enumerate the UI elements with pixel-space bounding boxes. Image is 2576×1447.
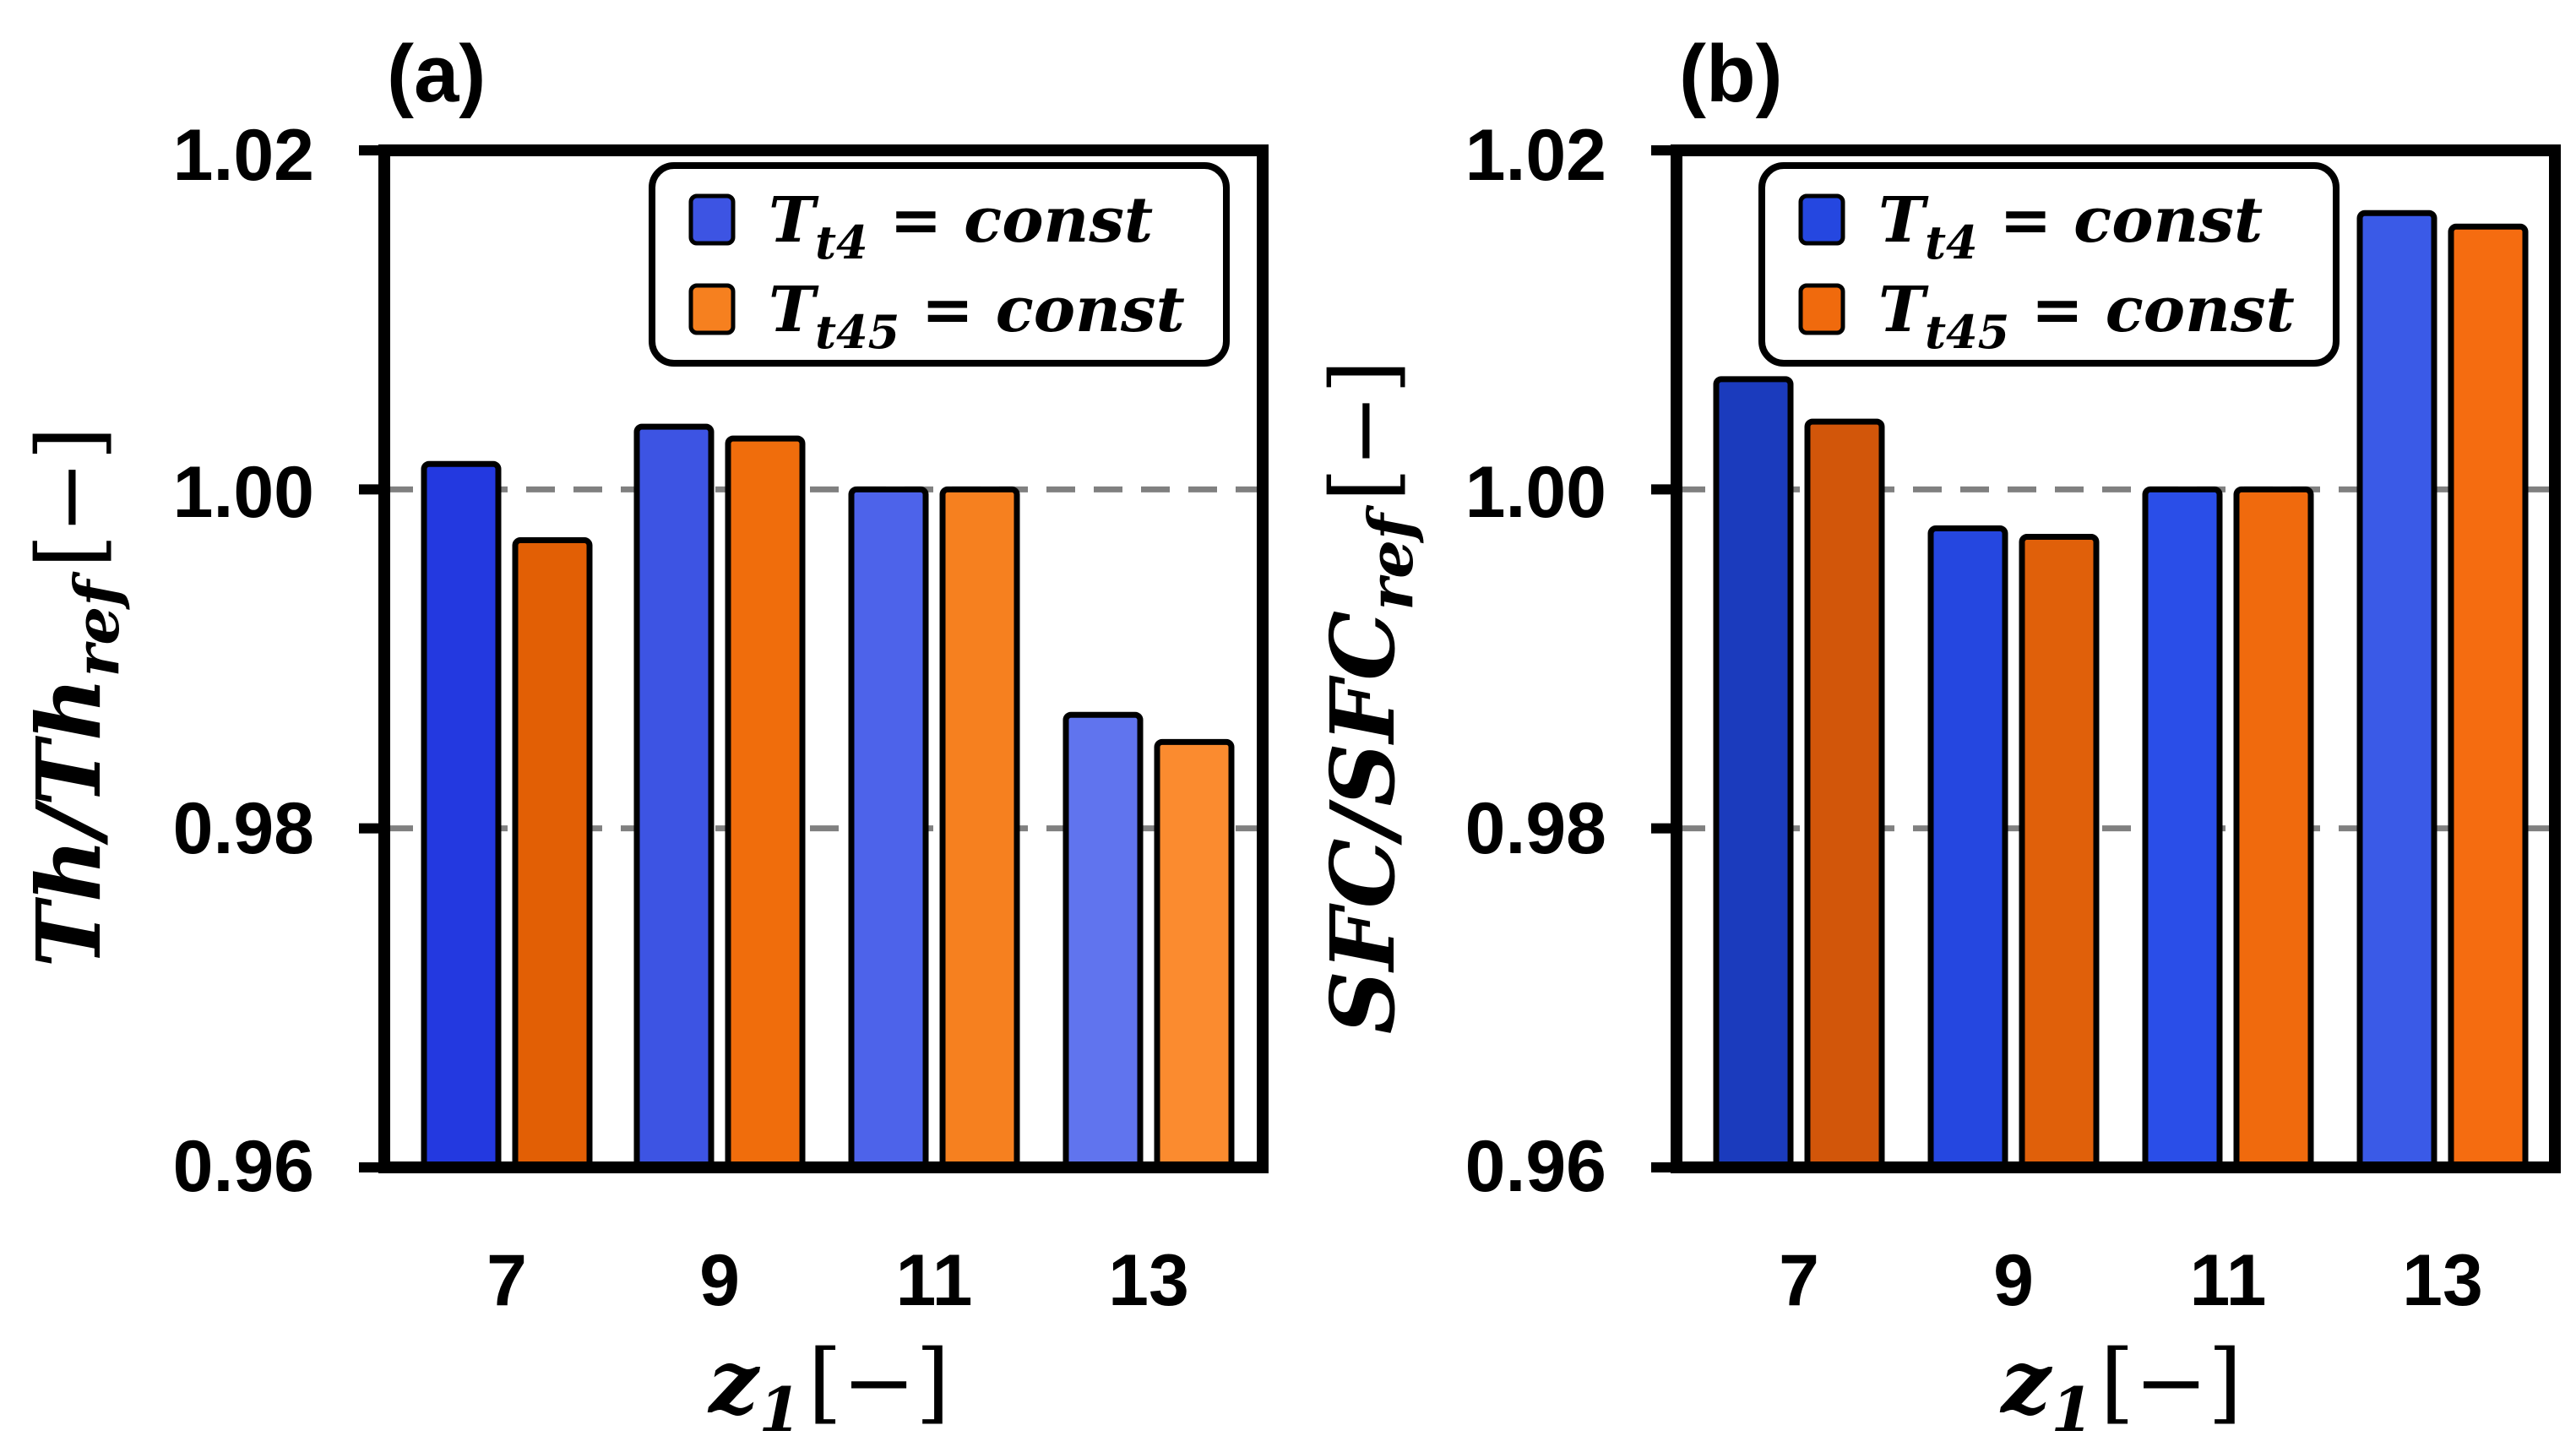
panel-b-xtick-13: 13 xyxy=(2402,1240,2483,1321)
panel-a-legend-swatch-tt45 xyxy=(688,283,736,335)
panel-a-ytick-0.98: 0.98 xyxy=(173,788,314,869)
panel-a-ytick-1.00: 1.00 xyxy=(173,452,314,533)
panel-a-bar-tt4-z9 xyxy=(633,423,715,1171)
panel-a-legend-label-tt45: Tt45 = const xyxy=(769,274,1185,359)
panel-b-bar-tt45-z11 xyxy=(2233,486,2314,1171)
panel-b-legend-swatch-tt45 xyxy=(1798,283,1845,335)
panel-a: (a) 0.96 0.98 1.00 1.02 7 9 11 13 z1[−] … xyxy=(17,29,1269,1445)
panel-b-xtick-9: 9 xyxy=(1993,1240,2034,1321)
panel-a-legend-swatch-tt4 xyxy=(688,193,736,246)
panel-a-xtick-7: 7 xyxy=(486,1240,527,1321)
panel-a-bar-tt45-z7 xyxy=(512,537,593,1171)
panel-a-label: (a) xyxy=(387,29,486,119)
panel-b-x-axis-label: z1[−] xyxy=(1999,1330,2242,1445)
panel-b-label: (b) xyxy=(1679,29,1783,119)
panel-b-xtick-7: 7 xyxy=(1779,1240,1819,1321)
panel-a-bar-tt45-z13 xyxy=(1154,738,1235,1171)
panel-b-bar-tt4-z7 xyxy=(1713,376,1794,1171)
panel-b-bar-tt4-z13 xyxy=(2356,209,2437,1171)
panel-b-legend-label-tt4: Tt4 = const xyxy=(1878,184,2263,269)
panel-b-legend: Tt4 = const Tt45 = const xyxy=(1758,162,2340,367)
panel-a-legend-label-tt4: Tt4 = const xyxy=(769,184,1153,269)
panel-a-y-axis-label: Th/Thref[−] xyxy=(17,426,133,967)
panel-b-bar-tt4-z9 xyxy=(1927,525,2008,1171)
panel-a-plot-frame xyxy=(378,144,1269,1173)
panel-a-legend-box xyxy=(649,162,1230,367)
panel-a-bar-tt45-z9 xyxy=(725,435,806,1171)
panel-a-xtick-9: 9 xyxy=(699,1240,740,1321)
panel-a-x-axis-label: z1[−] xyxy=(707,1330,949,1445)
panel-b-plot-frame xyxy=(1671,144,2561,1173)
panel-b-ytick-0.96: 0.96 xyxy=(1465,1126,1606,1207)
panel-a-bar-tt4-z11 xyxy=(848,486,929,1171)
panel-b-x-ticks: 7 9 11 13 xyxy=(1779,1240,2483,1321)
panel-a-ytick-1.02: 1.02 xyxy=(173,115,314,196)
panel-a-legend: Tt4 = const Tt45 = const xyxy=(649,162,1230,367)
panel-b-bar-tt4-z11 xyxy=(2142,486,2223,1171)
panel-a-y-ticks: 0.96 0.98 1.00 1.02 xyxy=(173,115,314,1207)
panel-b: (b) 0.96 0.98 1.00 1.02 7 9 11 13 z1[−] … xyxy=(1311,29,2561,1445)
panel-a-xtick-11: 11 xyxy=(896,1240,973,1321)
panel-b-legend-label-tt45: Tt45 = const xyxy=(1878,274,2295,359)
panel-a-bar-tt4-z7 xyxy=(421,460,502,1171)
panel-b-bar-tt45-z9 xyxy=(2019,534,2100,1171)
panel-b-bar-tt45-z13 xyxy=(2448,223,2529,1171)
panel-a-ytick-0.96: 0.96 xyxy=(173,1126,314,1207)
panel-a-x-ticks: 7 9 11 13 xyxy=(486,1240,1189,1321)
panel-b-legend-swatch-tt4 xyxy=(1798,193,1845,246)
panel-b-y-axis-label: SFC/SFCref[−] xyxy=(1311,360,1427,1034)
panel-b-legend-box xyxy=(1758,162,2340,367)
panel-b-ytick-1.00: 1.00 xyxy=(1465,452,1606,533)
panel-b-y-ticks: 0.96 0.98 1.00 1.02 xyxy=(1465,115,1606,1207)
panel-b-bar-tt45-z7 xyxy=(1804,418,1885,1171)
panel-a-xtick-13: 13 xyxy=(1108,1240,1189,1321)
panel-a-bar-tt4-z13 xyxy=(1062,711,1144,1171)
panel-b-ytick-0.98: 0.98 xyxy=(1465,788,1606,869)
panel-b-ytick-1.02: 1.02 xyxy=(1465,115,1606,196)
panel-b-xtick-11: 11 xyxy=(2190,1240,2267,1321)
panel-a-bar-tt45-z11 xyxy=(939,486,1020,1171)
